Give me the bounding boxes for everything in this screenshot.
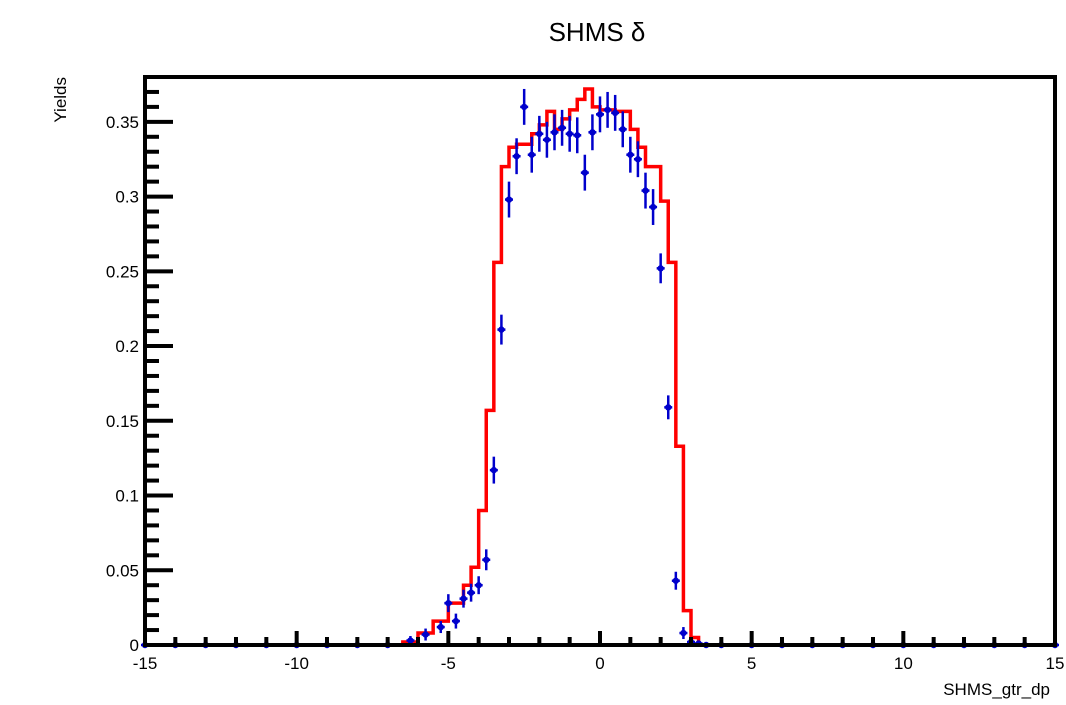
point-marker xyxy=(551,129,558,136)
data-point xyxy=(611,94,620,131)
point-marker xyxy=(566,130,573,137)
data-point xyxy=(467,583,476,602)
x-axis-label: SHMS_gtr_dp xyxy=(943,680,1050,699)
point-marker xyxy=(483,556,490,563)
point-marker xyxy=(589,129,596,136)
data-point xyxy=(580,154,589,191)
data-point xyxy=(474,576,483,595)
x-tick-label: -15 xyxy=(133,654,158,673)
data-point xyxy=(421,628,430,641)
point-marker xyxy=(475,582,482,589)
data-point xyxy=(626,136,635,173)
point-marker xyxy=(528,151,535,158)
data-point xyxy=(573,117,582,154)
data-point xyxy=(444,594,453,613)
point-marker xyxy=(672,577,680,584)
x-tick-label: 0 xyxy=(595,654,604,673)
point-marker xyxy=(536,130,543,137)
data-point xyxy=(679,627,688,640)
data-point xyxy=(451,613,460,629)
data-point xyxy=(656,253,665,284)
x-tick-label: -5 xyxy=(441,654,456,673)
point-marker xyxy=(611,109,619,117)
point-marker xyxy=(452,617,460,625)
data-point xyxy=(497,314,506,345)
point-marker xyxy=(634,156,642,163)
data-point xyxy=(459,589,468,608)
point-marker xyxy=(657,265,664,272)
point-marker xyxy=(407,637,414,644)
chart-title: SHMS δ xyxy=(549,17,646,47)
y-tick-label: 0.35 xyxy=(106,113,139,132)
data-point xyxy=(535,115,544,152)
plot-frame xyxy=(143,75,1057,647)
data-point xyxy=(550,114,559,151)
data-point xyxy=(505,181,513,218)
point-marker xyxy=(467,589,475,596)
y-tick-label: 0.05 xyxy=(106,561,139,580)
point-marker xyxy=(574,132,581,139)
point-marker xyxy=(513,153,520,160)
y-tick-label: 0 xyxy=(130,636,139,655)
histogram-line xyxy=(145,87,1055,647)
y-tick-label: 0.1 xyxy=(115,487,139,506)
point-marker xyxy=(422,631,429,638)
point-marker xyxy=(445,599,452,607)
x-tick-label: 10 xyxy=(894,654,913,673)
point-marker xyxy=(596,111,604,118)
data-point xyxy=(641,172,650,209)
data-point xyxy=(527,136,536,173)
data-point xyxy=(542,121,551,158)
plot-content xyxy=(141,87,1059,649)
y-tick-label: 0.25 xyxy=(106,262,139,281)
y-tick-label: 0.2 xyxy=(115,337,139,356)
x-tick-label: 15 xyxy=(1046,654,1065,673)
y-tick-label: 0.15 xyxy=(106,412,139,431)
data-point xyxy=(489,456,498,484)
axes: 0 0.05 0.1 0.15 0.2 0.25 0.3 0.35 -15 -10 -5 0 5 10 15 xyxy=(106,89,1065,673)
x-tick-label: 5 xyxy=(747,654,756,673)
point-marker xyxy=(490,466,498,474)
point-marker xyxy=(581,169,589,176)
point-marker xyxy=(543,136,551,143)
data-point xyxy=(664,395,673,420)
point-marker xyxy=(680,629,687,637)
data-point xyxy=(618,111,627,148)
data-point xyxy=(588,114,597,151)
data-point xyxy=(520,88,529,125)
data-point xyxy=(512,138,521,175)
point-marker xyxy=(505,196,513,203)
y-axis-label: Yields xyxy=(51,77,70,123)
data-point xyxy=(671,571,680,590)
point-marker xyxy=(627,151,634,158)
data-point xyxy=(482,549,491,571)
data-point xyxy=(436,621,445,634)
x-tick-label: -10 xyxy=(284,654,309,673)
y-tick-label: 0.3 xyxy=(115,188,139,207)
point-marker xyxy=(520,103,528,111)
point-marker xyxy=(604,106,611,114)
data-point xyxy=(558,109,567,146)
point-marker xyxy=(558,124,566,132)
data-point xyxy=(633,141,642,178)
point-marker xyxy=(665,404,672,411)
point-marker xyxy=(498,326,505,333)
point-marker xyxy=(460,595,467,602)
point-marker xyxy=(642,187,649,194)
point-marker xyxy=(437,623,444,631)
data-point xyxy=(565,115,574,152)
data-point xyxy=(596,96,604,133)
data-point xyxy=(649,189,658,225)
point-marker xyxy=(649,203,657,211)
data-point xyxy=(603,91,612,128)
point-marker xyxy=(619,126,626,133)
